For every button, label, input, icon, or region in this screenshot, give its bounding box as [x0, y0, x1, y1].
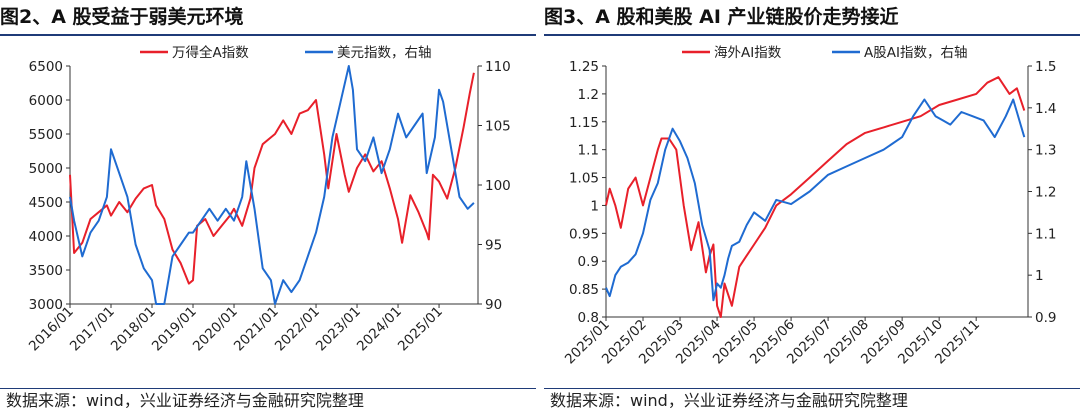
y-left-tick-label: 5000 [29, 161, 63, 177]
title-divider [0, 34, 536, 36]
y-right-tick-label: 1.1 [1035, 226, 1056, 242]
y-right-tick-label: 0.9 [1035, 310, 1056, 326]
y-right-tick-label: 100 [485, 178, 511, 194]
legend-label-1: 海外AI指数 [714, 45, 782, 61]
y-right-tick-label: 1.5 [1035, 59, 1056, 75]
series-line-2 [69, 65, 475, 305]
legend-label-2: A股AI指数，右轴 [864, 45, 967, 61]
y-left-tick-label: 4000 [29, 229, 63, 245]
series-line-2 [605, 98, 1026, 302]
line-chart-ai-indices: 0.8 0.85 0.9 0.95 1 1.05 1.1 1.15 1.2 1.25 0.9 1 1.1… [562, 45, 1057, 367]
source-divider [0, 388, 536, 389]
x-tick-label: 2025/01 [395, 304, 446, 355]
chart-title: 图3、A 股和美股 AI 产业链股价走势接近 [544, 6, 899, 28]
chart-title: 图2、A 股受益于弱美元环境 [0, 6, 244, 28]
legend-label-2: 美元指数，右轴 [337, 45, 432, 61]
chart-panel-2: 图3、A 股和美股 AI 产业链股价走势接近 0.8 0.85 0.9 0.95 1 1.… [544, 0, 1080, 413]
title-divider [544, 34, 1080, 36]
y-right-tick-label: 1.3 [1035, 143, 1056, 159]
y-right-tick-label: 1 [1035, 268, 1044, 284]
y-left-tick-label: 3000 [29, 297, 63, 313]
y-left-tick-label: 6500 [29, 59, 63, 75]
y-left-tick-label: 5500 [29, 127, 63, 143]
y-left-tick-label: 0.9 [578, 254, 599, 270]
y-left-tick-label: 1.25 [569, 59, 599, 75]
y-left-tick-label: 0.95 [569, 226, 599, 242]
source-note: 数据来源：wind，兴业证券经济与金融研究院整理 [6, 391, 364, 410]
y-left-tick-label: 3500 [29, 263, 63, 279]
y-right-tick-label: 1.4 [1035, 101, 1056, 117]
y-left-tick-label: 4500 [29, 195, 63, 211]
line-chart-a-share-vs-dollar: 3000 3500 4000 4500 5000 5500 6000 6500 90 95 100 1… [26, 44, 511, 355]
y-left-tick-label: 1.15 [569, 115, 599, 131]
series-line-1 [69, 72, 475, 285]
y-right-tick-label: 105 [485, 119, 511, 135]
y-left-tick-label: 1.2 [578, 87, 599, 103]
y-left-tick-label: 0.8 [578, 310, 599, 326]
y-left-tick-label: 1.1 [578, 143, 599, 159]
series-line-1 [605, 76, 1026, 318]
y-left-tick-label: 0.85 [569, 282, 599, 298]
y-right-tick-label: 1.2 [1035, 185, 1056, 201]
y-right-tick-label: 110 [485, 59, 511, 75]
chart-panel-1: 图2、A 股受益于弱美元环境 3000 3500 4000 4500 5000 5500 6… [0, 0, 536, 413]
source-divider [544, 388, 1080, 389]
y-right-tick-label: 95 [485, 238, 502, 254]
y-left-tick-label: 1.05 [569, 171, 599, 187]
legend-label-1: 万得全A指数 [172, 44, 249, 61]
y-right-tick-label: 90 [485, 297, 502, 313]
y-left-tick-label: 1 [590, 198, 599, 214]
y-left-tick-label: 6000 [29, 93, 63, 109]
source-note: 数据来源：wind，兴业证券经济与金融研究院整理 [550, 391, 908, 410]
